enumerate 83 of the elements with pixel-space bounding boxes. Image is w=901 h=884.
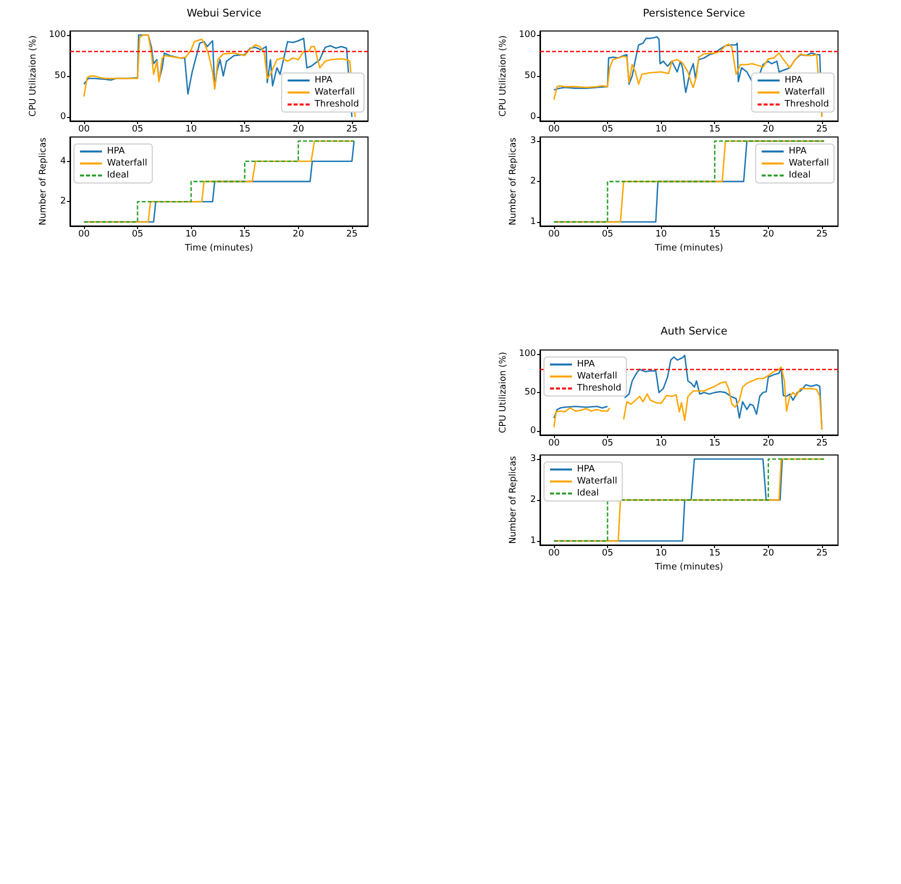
legend-label: Ideal: [788, 170, 811, 180]
x-tick-label: 25: [816, 438, 828, 448]
x-tick-label: 00: [548, 230, 560, 240]
y-axis-title: CPU Utilizaion (%): [498, 352, 508, 434]
x-tick-label: 15: [709, 124, 720, 134]
x-tick-label: 20: [762, 230, 774, 240]
chart-title: Persistence Service: [642, 8, 746, 20]
y-axis-title: Number of Replicas: [508, 137, 518, 226]
x-tick-label: 05: [602, 438, 614, 448]
y-tick-label: 4: [60, 156, 66, 166]
y-tick-label: 100: [48, 30, 66, 40]
x-tick-label: 00: [548, 438, 560, 448]
x-axis-title: Time (minutes): [654, 243, 724, 254]
x-axis-title: Time (minutes): [654, 562, 724, 572]
y-tick-label: 0: [60, 112, 66, 122]
x-tick-label: 20: [292, 124, 304, 134]
x-tick-label: 05: [132, 230, 144, 240]
x-tick-label: 10: [185, 124, 198, 134]
y-tick-label: 50: [524, 71, 536, 81]
y-tick-label: 3: [530, 136, 536, 146]
x-tick-label: 05: [602, 124, 614, 134]
legend-label: Threshold: [784, 100, 830, 110]
legend-label: HPA: [788, 146, 808, 156]
x-tick-label: 15: [239, 230, 250, 240]
legend-label: Threshold: [314, 100, 360, 110]
x-tick-label: 00: [548, 124, 560, 134]
x-tick-label: 15: [239, 124, 250, 134]
x-tick-label: 15: [709, 230, 720, 240]
y-axis-title: Number of Replicas: [38, 137, 48, 226]
y-tick-label: 1: [530, 536, 536, 546]
legend-label: Waterfall: [107, 158, 148, 168]
y-axis-title: CPU Utilizaion (%): [28, 35, 38, 117]
x-tick-label: 10: [655, 438, 668, 448]
x-tick-label: 15: [709, 438, 720, 448]
legend-label: Ideal: [107, 170, 129, 180]
y-tick-label: 100: [518, 348, 536, 359]
x-tick-label: 25: [816, 230, 828, 240]
x-tick-label: 25: [816, 124, 828, 134]
y-tick-label: 2: [530, 176, 536, 186]
y-tick-label: 2: [60, 196, 66, 207]
legend-label: Waterfall: [314, 88, 355, 98]
y-tick-label: 100: [518, 30, 536, 40]
legend-label: HPA: [314, 76, 334, 86]
legend-label: Ideal: [577, 488, 599, 498]
x-tick-label: 20: [762, 548, 774, 558]
x-tick-label: 20: [762, 438, 774, 448]
legend-label: HPA: [577, 360, 596, 370]
x-tick-label: 25: [346, 124, 358, 134]
x-tick-label: 05: [132, 124, 144, 134]
legend-label: Threshold: [576, 384, 622, 394]
y-tick-label: 50: [524, 388, 536, 398]
x-tick-label: 00: [78, 124, 90, 134]
x-tick-label: 00: [78, 230, 90, 240]
x-tick-label: 25: [816, 548, 828, 558]
x-tick-label: 10: [655, 124, 668, 134]
legend-label: Waterfall: [788, 158, 830, 168]
x-tick-label: 05: [602, 230, 614, 240]
legend-label: HPA: [107, 146, 126, 156]
x-tick-label: 20: [762, 124, 774, 134]
y-tick-label: 0: [530, 112, 536, 122]
x-tick-label: 25: [346, 230, 358, 240]
legend-label: Waterfall: [577, 372, 618, 382]
legend-label: HPA: [577, 464, 596, 474]
chart-title: Auth Service: [660, 326, 728, 338]
x-tick-label: 10: [655, 548, 668, 558]
legend-label: HPA: [784, 76, 804, 86]
y-axis-title: CPU Utilizaion (%): [498, 35, 508, 117]
y-tick-label: 1: [530, 216, 536, 227]
y-tick-label: 0: [530, 426, 536, 436]
legend-label: Waterfall: [784, 88, 825, 98]
x-tick-label: 10: [185, 230, 198, 240]
y-tick-label: 2: [530, 495, 536, 505]
y-axis-title: Number of Replicas: [508, 456, 518, 544]
x-tick-label: 15: [709, 548, 720, 558]
y-tick-label: 3: [530, 454, 536, 464]
x-tick-label: 20: [292, 230, 304, 240]
chart-title: Webui Service: [186, 8, 262, 20]
x-tick-label: 10: [655, 230, 668, 240]
legend-label: Waterfall: [577, 476, 618, 486]
y-tick-label: 50: [54, 71, 66, 81]
x-axis-title: Time (minutes): [184, 243, 254, 254]
x-tick-label: 05: [602, 548, 614, 558]
x-tick-label: 00: [548, 548, 560, 558]
